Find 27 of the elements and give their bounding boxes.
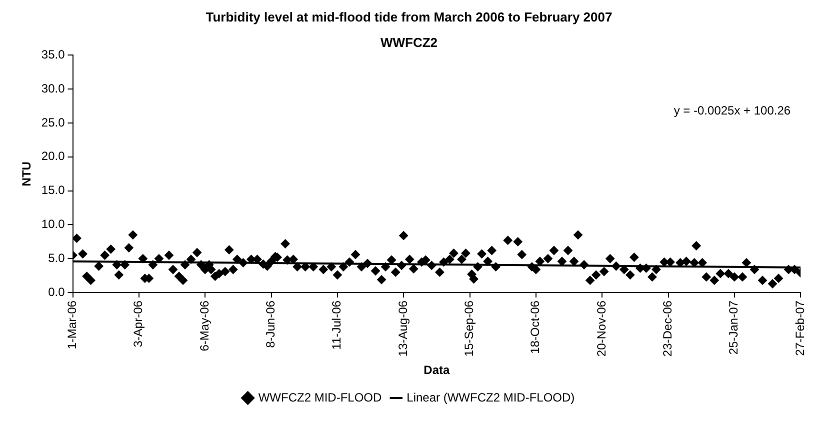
chart-title: Turbidity level at mid-flood tide from March 2006 to February 2007: [206, 9, 612, 24]
y-tick-label: 5.0: [48, 250, 66, 265]
x-tick-label: 15-Sep-06: [462, 300, 476, 357]
x-tick-label: 27-Feb-07: [792, 300, 807, 356]
y-axis-title: NTU: [20, 162, 34, 186]
x-tick-label: 1-Mar-06: [65, 300, 80, 350]
x-tick-label: 23-Dec-06: [660, 300, 675, 357]
legend-label: Linear (WWFCZ2 MID-FLOOD): [406, 390, 575, 404]
x-tick-label: 8-Jun-06: [264, 300, 278, 348]
y-tick-label: 35.0: [41, 48, 66, 62]
x-tick-label: 3-Apr-06: [131, 300, 146, 348]
y-tick-label: 0.0: [48, 284, 66, 299]
x-tick-label: 6-May-06: [197, 300, 212, 352]
x-tick-label: 25-Jan-07: [726, 300, 741, 355]
y-tick-label: 25.0: [41, 115, 66, 130]
y-tick-label: 20.0: [41, 149, 66, 164]
legend-label: WWFCZ2 MID-FLOOD: [258, 390, 382, 404]
annotation: y = -0.0025x + 100.26: [674, 104, 791, 118]
x-tick-label: 18-Oct-06: [528, 300, 542, 354]
x-tick-label: 13-Aug-06: [396, 300, 410, 357]
y-tick-label: 30.0: [41, 81, 66, 96]
x-tick-label: 20-Nov-06: [594, 300, 608, 357]
y-tick-label: 10.0: [41, 217, 66, 232]
y-tick-label: 15.0: [41, 183, 66, 198]
chart-subtitle: WWFCZ2: [380, 34, 438, 50]
x-axis-title: Data: [424, 363, 450, 378]
x-tick-label: 11-Jul-06: [330, 300, 344, 350]
